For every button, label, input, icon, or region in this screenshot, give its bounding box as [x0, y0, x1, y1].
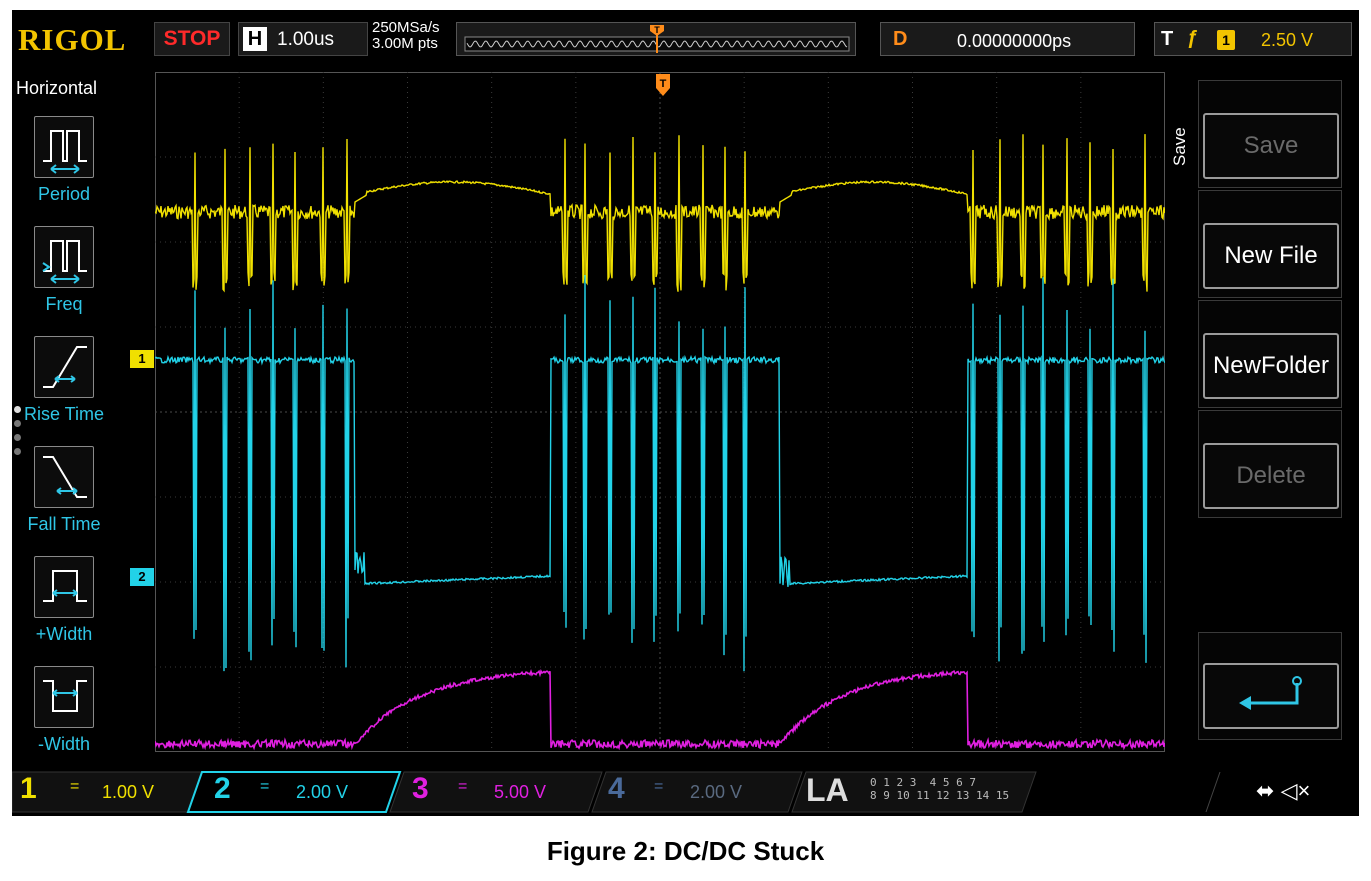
memory-overview-waveform: T: [464, 25, 850, 53]
channel-3-scale: 5.00 V: [494, 782, 547, 802]
new-folder-button-label: NewFolder: [1203, 333, 1339, 399]
return-button[interactable]: [1198, 632, 1342, 740]
new-file-button[interactable]: New File: [1198, 190, 1342, 298]
measure-fall-time-label: Fall Time: [27, 514, 101, 534]
memory-depth: 3.00M pts: [372, 35, 438, 52]
measure-positive-width[interactable]: +Width: [12, 556, 114, 664]
delay-box[interactable]: D 0.00000000ps: [880, 22, 1135, 56]
rise-time-icon: [34, 336, 94, 398]
waveform-graticule: T: [155, 72, 1165, 752]
delay-label: D: [893, 28, 908, 50]
measure-fall-time[interactable]: Fall Time: [12, 446, 114, 554]
measure-rise-time-label: Rise Time: [23, 404, 104, 424]
frequency-icon: [34, 226, 94, 288]
acquisition-info: 250MSa/s 3.00M pts: [372, 20, 440, 52]
channel-2-status[interactable]: 2 = 2.00 V: [214, 772, 349, 805]
horizontal-measure-menu: Horizontal Period Freq: [12, 72, 114, 760]
measure-negative-width-label: -Width: [37, 734, 90, 754]
channel-1-status[interactable]: 1 = 1.00 V: [20, 772, 155, 805]
delay-value: 0.00000000ps: [957, 31, 1072, 51]
measure-rise-time[interactable]: Rise Time: [12, 336, 114, 444]
negative-width-icon: [34, 666, 94, 728]
trigger-position-icon: [650, 25, 664, 36]
top-status-bar: RIGOL STOP H 1.00us 250MSa/s 3.00M pts T…: [12, 10, 1359, 66]
return-arrow-icon: [1203, 663, 1339, 729]
logic-analyzer-status[interactable]: LA 0 1 2 3 4 5 6 7 8 9 10 11 12 13 14 15: [792, 772, 1032, 808]
svg-text:T: T: [654, 25, 660, 35]
trigger-box[interactable]: T ƒ 1 2.50 V: [1154, 22, 1352, 56]
measure-frequency-label: Freq: [45, 294, 83, 314]
new-file-button-label: New File: [1203, 223, 1339, 289]
delete-button[interactable]: Delete: [1198, 410, 1342, 518]
measure-frequency[interactable]: Freq: [12, 226, 114, 334]
rising-edge-icon: ƒ: [1187, 27, 1199, 49]
channel-2-offset-marker[interactable]: 2: [130, 568, 154, 586]
channel-4-coupling: =: [654, 778, 664, 795]
speaker-muted-icon: ◁×: [1280, 778, 1311, 803]
channel-status-bar: 1 = 1.00 V 2 = 2.00 V 3 = 5.00 V 4 = 2.0…: [12, 766, 1359, 816]
channel-1-offset-marker[interactable]: 1: [130, 350, 154, 368]
menu-title: Horizontal: [16, 78, 98, 98]
channel-2-coupling: =: [260, 778, 270, 795]
channel-3-coupling: =: [458, 778, 468, 795]
trigger-level: 2.50 V: [1261, 30, 1314, 50]
channel-tabs-shapes: [12, 771, 1221, 813]
trigger-position-marker: T: [656, 74, 670, 96]
save-button-label: Save: [1203, 113, 1339, 179]
channel-4-status[interactable]: 4 = 2.00 V: [608, 772, 743, 805]
channel-4-scale: 2.00 V: [690, 782, 743, 802]
trigger-label: T: [1161, 28, 1174, 50]
usb-speaker-status: ⬌ ◁×: [1256, 778, 1310, 804]
measure-negative-width[interactable]: -Width: [12, 666, 114, 774]
channel-2-trace: [155, 274, 1165, 672]
channel-3-trace: [155, 669, 1165, 751]
oscilloscope-screen: RIGOL STOP H 1.00us 250MSa/s 3.00M pts T…: [12, 10, 1359, 816]
sample-rate: 250MSa/s: [372, 19, 440, 36]
channel-1-scale: 1.00 V: [102, 782, 155, 802]
channel-3-status[interactable]: 3 = 5.00 V: [412, 772, 547, 805]
new-folder-button[interactable]: NewFolder: [1198, 300, 1342, 408]
horizontal-label: H: [243, 27, 267, 51]
delete-button-label: Delete: [1203, 443, 1339, 509]
trigger-source: 1: [1217, 30, 1235, 50]
logic-analyzer-label: LA: [806, 772, 849, 808]
measure-positive-width-label: +Width: [35, 624, 93, 644]
timebase-box[interactable]: H 1.00us: [238, 22, 368, 56]
period-icon: [34, 116, 94, 178]
save-button[interactable]: Save: [1198, 80, 1342, 188]
usb-icon: ⬌: [1256, 778, 1275, 803]
trigger-marker-label: T: [660, 78, 667, 90]
positive-width-icon: [34, 556, 94, 618]
measure-period-label: Period: [37, 184, 91, 204]
measure-period[interactable]: Period: [12, 116, 114, 224]
page-dots: [14, 406, 21, 462]
channel-1-trace: [155, 134, 1165, 293]
figure-caption: Figure 2: DC/DC Stuck: [546, 836, 825, 866]
memory-overview-strip[interactable]: T: [456, 22, 856, 56]
brand-logo: RIGOL: [18, 22, 127, 57]
channel-2-scale: 2.00 V: [296, 782, 349, 802]
fall-time-icon: [34, 446, 94, 508]
logic-channels-grid: 0 1 2 3 4 5 6 7 8 9 10 11 12 13 14 15: [870, 776, 1010, 802]
run-stop-indicator[interactable]: STOP: [154, 22, 230, 56]
channel-1-coupling: =: [70, 778, 80, 795]
timebase-value: 1.00us: [277, 29, 335, 50]
save-menu-tab: Save: [1170, 127, 1189, 166]
